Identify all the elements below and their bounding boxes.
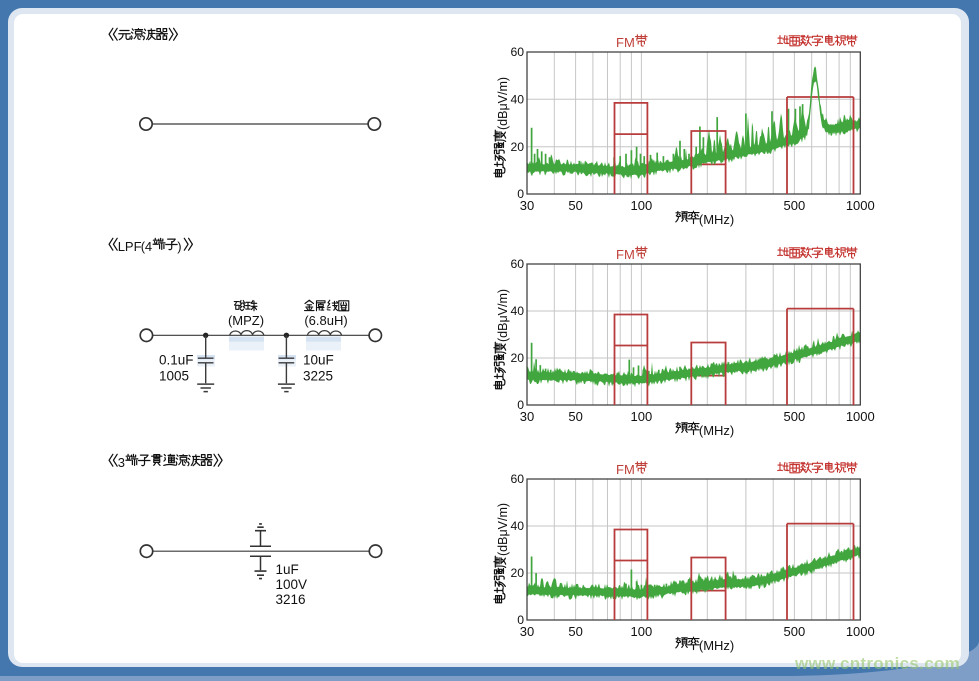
svg-text:(MHz): (MHz) (699, 212, 734, 227)
svg-text:1000: 1000 (846, 198, 875, 213)
svg-text:100: 100 (631, 409, 653, 424)
svg-text:0: 0 (517, 613, 524, 627)
svg-text:(dBμV/m): (dBμV/m) (496, 503, 510, 556)
svg-text:FM: FM (616, 247, 635, 262)
svg-text:40: 40 (510, 304, 524, 318)
svg-text:1uF: 1uF (276, 562, 299, 577)
svg-text:500: 500 (784, 409, 806, 424)
svg-text:40: 40 (510, 519, 524, 533)
svg-text:3216: 3216 (276, 592, 306, 607)
svg-text:(MPZ): (MPZ) (228, 313, 264, 328)
svg-text:1000: 1000 (846, 409, 875, 424)
svg-text:500: 500 (784, 198, 806, 213)
svg-text:0: 0 (517, 398, 524, 412)
svg-text:0.1uF: 0.1uF (159, 353, 194, 368)
svg-text:3225: 3225 (303, 369, 333, 384)
svg-text:(MHz): (MHz) (699, 638, 734, 653)
svg-text:1000: 1000 (846, 624, 875, 639)
svg-text:50: 50 (568, 624, 582, 639)
svg-text:www.cntronics.com: www.cntronics.com (794, 654, 960, 673)
svg-text:100: 100 (631, 198, 653, 213)
svg-text:0: 0 (517, 187, 524, 201)
svg-text:3: 3 (118, 455, 125, 470)
svg-text:1005: 1005 (159, 369, 189, 384)
svg-text:(dBμV/m): (dBμV/m) (496, 77, 510, 130)
svg-text:60: 60 (510, 472, 524, 486)
svg-text:20: 20 (510, 566, 524, 580)
svg-text:20: 20 (510, 351, 524, 365)
svg-text:60: 60 (510, 257, 524, 271)
svg-text:60: 60 (510, 45, 524, 59)
svg-text:(: ( (141, 239, 146, 254)
svg-text:30: 30 (520, 198, 534, 213)
svg-text:100V: 100V (276, 577, 308, 592)
svg-text:50: 50 (568, 198, 582, 213)
svg-text:40: 40 (510, 93, 524, 107)
svg-text:LPF: LPF (118, 239, 142, 254)
svg-text:4: 4 (145, 239, 152, 254)
svg-text:30: 30 (520, 624, 534, 639)
svg-text:FM: FM (616, 462, 635, 477)
svg-text:): ) (177, 239, 181, 254)
svg-text:FM: FM (616, 35, 635, 50)
svg-text:20: 20 (510, 140, 524, 154)
svg-text:(MHz): (MHz) (699, 423, 734, 438)
svg-text:100: 100 (631, 624, 653, 639)
svg-text:30: 30 (520, 409, 534, 424)
svg-text:10uF: 10uF (303, 353, 334, 368)
svg-text:50: 50 (568, 409, 582, 424)
svg-text:500: 500 (784, 624, 806, 639)
svg-text:(6.8uH): (6.8uH) (304, 313, 347, 328)
svg-text:(dBμV/m): (dBμV/m) (496, 289, 510, 342)
